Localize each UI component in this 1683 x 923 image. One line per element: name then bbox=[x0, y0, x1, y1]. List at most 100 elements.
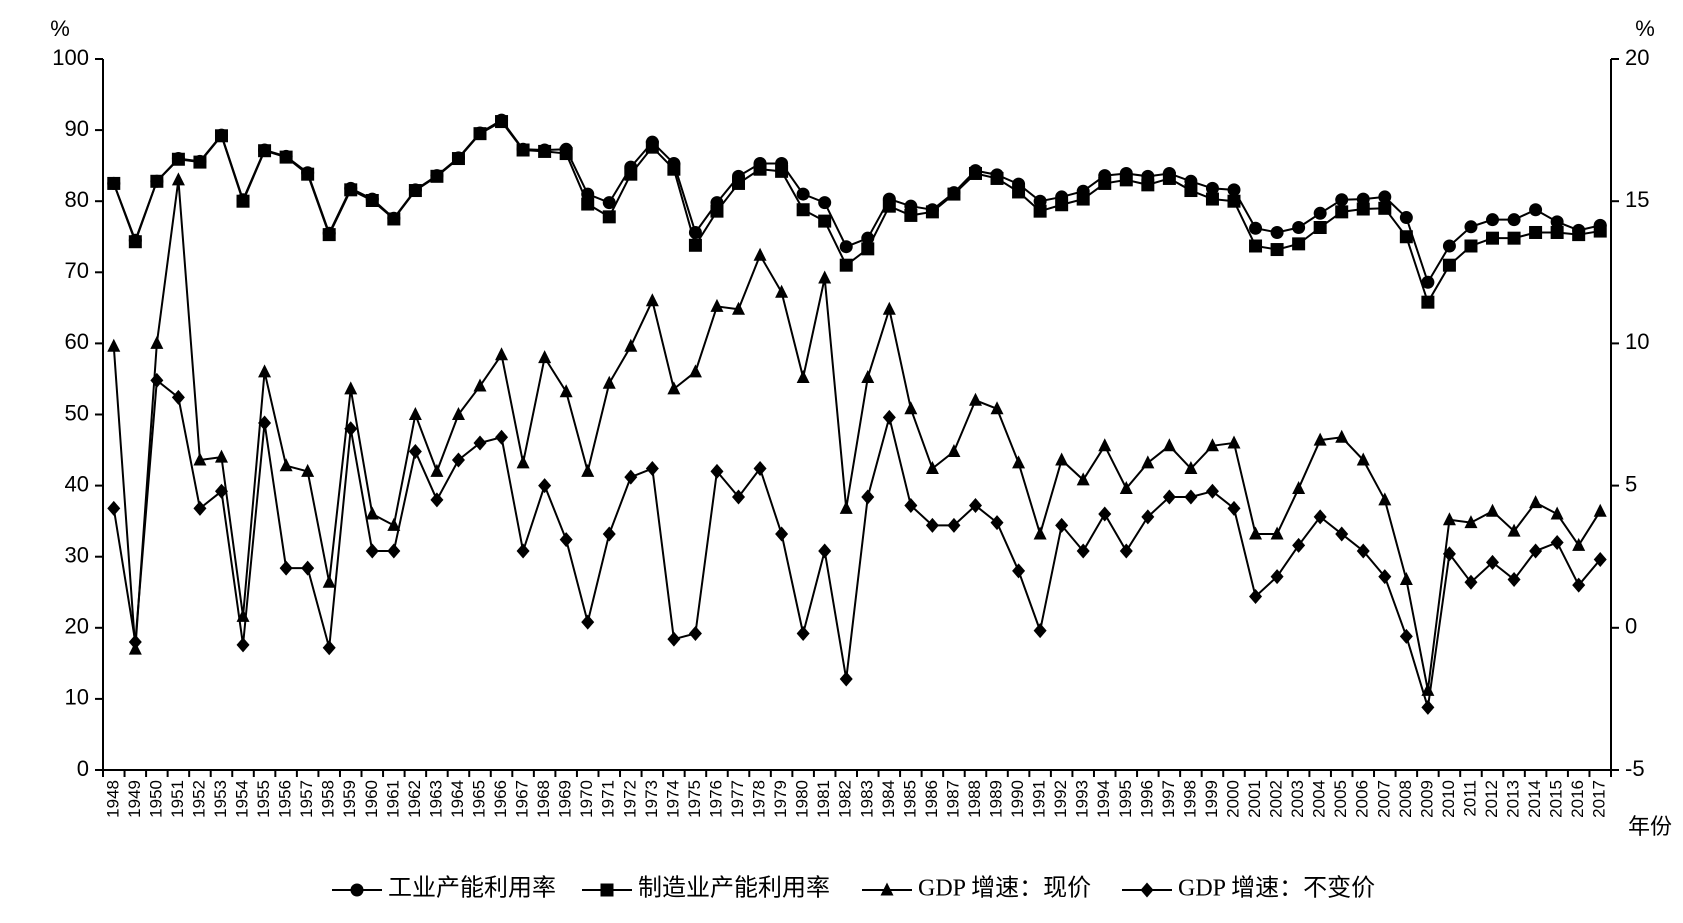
point bbox=[1270, 243, 1284, 257]
point bbox=[990, 515, 1004, 531]
point bbox=[1507, 523, 1521, 537]
point bbox=[861, 489, 875, 505]
x-tick-label: 1972 bbox=[620, 780, 639, 818]
point bbox=[322, 228, 336, 242]
x-tick-label: 1956 bbox=[276, 780, 295, 818]
x-tick-label: 2003 bbox=[1288, 780, 1307, 818]
point bbox=[1356, 192, 1370, 206]
point bbox=[753, 247, 767, 261]
point bbox=[1421, 699, 1435, 715]
x-tick-label: 1973 bbox=[642, 780, 661, 818]
point bbox=[538, 350, 552, 364]
point bbox=[1119, 173, 1133, 187]
x-tick-label: 1960 bbox=[362, 780, 381, 818]
x-tick-label: 1961 bbox=[383, 780, 402, 818]
point bbox=[1572, 228, 1586, 242]
point bbox=[214, 129, 228, 143]
point bbox=[602, 526, 616, 542]
point bbox=[1033, 204, 1047, 218]
x-tick-label: 1977 bbox=[728, 780, 747, 818]
point bbox=[775, 284, 789, 298]
x-tick-label: 2009 bbox=[1417, 780, 1436, 818]
x-tick-label: 1998 bbox=[1180, 780, 1199, 818]
point bbox=[1399, 571, 1413, 585]
y-tick-label: 30 bbox=[65, 543, 89, 568]
point bbox=[1313, 221, 1327, 235]
series-line bbox=[112, 179, 1602, 691]
point bbox=[1055, 452, 1069, 466]
y-unit: % bbox=[50, 16, 70, 41]
point bbox=[495, 347, 509, 361]
y-tick-label: 70 bbox=[65, 258, 89, 283]
point bbox=[947, 443, 961, 457]
point bbox=[279, 458, 293, 472]
point bbox=[1442, 258, 1456, 272]
point bbox=[279, 150, 293, 164]
y2-tick-label: 20 bbox=[1625, 45, 1649, 70]
point bbox=[1162, 489, 1176, 505]
x-tick-label: 2002 bbox=[1267, 780, 1286, 818]
point bbox=[861, 242, 875, 256]
point bbox=[408, 184, 422, 198]
point bbox=[1012, 455, 1026, 469]
x-tick-label: 1963 bbox=[426, 780, 445, 818]
point bbox=[990, 401, 1004, 415]
point bbox=[365, 506, 379, 520]
point bbox=[1378, 569, 1392, 585]
y-tick-label: 60 bbox=[65, 329, 89, 354]
point bbox=[214, 483, 228, 499]
x-tick-label: 1969 bbox=[556, 780, 575, 818]
point bbox=[322, 574, 336, 588]
point bbox=[1399, 211, 1413, 225]
point bbox=[559, 147, 573, 161]
point bbox=[301, 167, 315, 181]
point bbox=[645, 140, 659, 154]
point bbox=[473, 435, 487, 451]
point bbox=[171, 152, 185, 166]
point bbox=[1292, 237, 1306, 251]
point bbox=[214, 449, 228, 463]
point bbox=[1012, 185, 1026, 199]
point bbox=[775, 526, 789, 542]
x-tick-label: 1982 bbox=[836, 780, 855, 818]
point bbox=[1507, 571, 1521, 587]
point bbox=[1184, 184, 1198, 198]
point bbox=[904, 498, 918, 514]
point bbox=[1227, 435, 1241, 449]
point bbox=[775, 164, 789, 178]
series-line bbox=[112, 118, 1601, 285]
point bbox=[1550, 506, 1564, 520]
point bbox=[258, 144, 272, 158]
point bbox=[1399, 230, 1413, 244]
x-tick-label: 1986 bbox=[922, 780, 941, 818]
point bbox=[128, 634, 142, 650]
x-tick-label: 1970 bbox=[577, 780, 596, 818]
point bbox=[1593, 503, 1607, 517]
point bbox=[1335, 429, 1349, 443]
x-tick-label: 2004 bbox=[1310, 780, 1329, 818]
y2-tick-label: 15 bbox=[1625, 187, 1649, 212]
point bbox=[495, 429, 509, 445]
x-tick-label: 1951 bbox=[168, 780, 187, 818]
point bbox=[688, 625, 702, 641]
x-tick-label: 1954 bbox=[233, 780, 252, 818]
point bbox=[581, 614, 595, 630]
y-tick-label: 80 bbox=[65, 187, 89, 212]
point bbox=[1335, 193, 1349, 207]
point bbox=[581, 463, 595, 477]
point bbox=[1507, 231, 1521, 245]
legend-label: GDP 增速：不变价 bbox=[1178, 875, 1375, 902]
point bbox=[1205, 483, 1219, 499]
x-tick-label: 2017 bbox=[1590, 780, 1609, 818]
point bbox=[1486, 231, 1500, 245]
point bbox=[1378, 492, 1392, 506]
point bbox=[710, 298, 724, 312]
y-tick-label: 50 bbox=[65, 400, 89, 425]
point bbox=[904, 208, 918, 222]
point bbox=[1162, 438, 1176, 452]
point bbox=[624, 338, 638, 352]
point bbox=[516, 455, 530, 469]
x-tick-label: 1952 bbox=[189, 780, 208, 818]
point bbox=[1141, 178, 1155, 192]
